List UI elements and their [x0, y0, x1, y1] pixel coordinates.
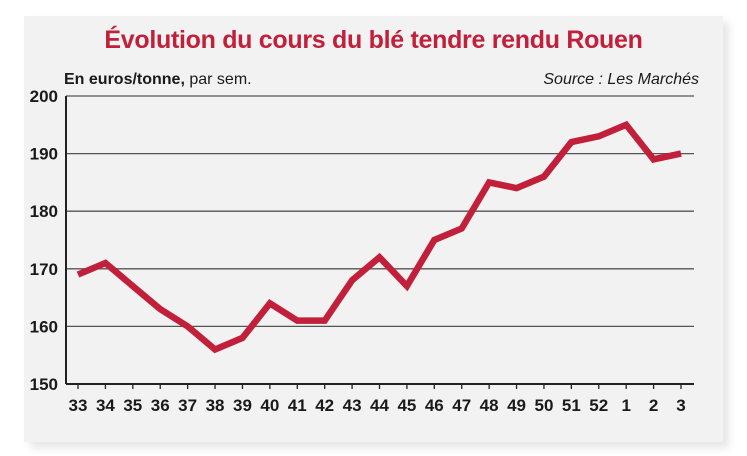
x-tick-label-41: 41: [288, 396, 307, 415]
y-axis-unit-label: En euros/tonne, par sem.: [64, 71, 252, 89]
x-tick-label-38: 38: [206, 396, 225, 415]
y-tick-label-160: 160: [30, 317, 58, 336]
x-tick-label-2: 2: [649, 396, 658, 415]
x-tick-label-3: 3: [676, 396, 685, 415]
x-tick-label-49: 49: [507, 396, 526, 415]
x-tick-label-1: 1: [621, 396, 630, 415]
x-tick-label-46: 46: [425, 396, 444, 415]
x-tick-label-42: 42: [315, 396, 334, 415]
y-axis-label-suffix: par sem.: [189, 71, 252, 88]
chart-title: Évolution du cours du blé tendre rendu R…: [104, 26, 643, 54]
y-tick-label-180: 180: [30, 202, 58, 221]
series: [76, 120, 682, 354]
y-tick-label-190: 190: [30, 145, 58, 164]
x-tick-label-44: 44: [370, 396, 389, 415]
x-tick-label-40: 40: [260, 396, 279, 415]
x-tick-label-39: 39: [233, 396, 252, 415]
x-tick-label-48: 48: [480, 396, 499, 415]
y-tick-labels: 150 160 170 180 190 200: [30, 87, 58, 394]
y-tick-label-170: 170: [30, 260, 58, 279]
chart-panel: [24, 16, 723, 442]
y-axis-label: En euros/tonne,: [64, 71, 185, 88]
x-tick-label-43: 43: [343, 396, 362, 415]
x-tick-label-37: 37: [178, 396, 197, 415]
gridlines: [66, 95, 694, 328]
x-tick-label-34: 34: [96, 396, 115, 415]
x-tick-label-36: 36: [151, 396, 170, 415]
x-tick-label-50: 50: [534, 396, 553, 415]
x-tick-label-33: 33: [69, 396, 88, 415]
x-tick-label-45: 45: [397, 396, 416, 415]
x-tick-label-52: 52: [589, 396, 608, 415]
x-tick-label-51: 51: [562, 396, 581, 415]
x-tick-label-35: 35: [123, 396, 142, 415]
series-line-0: [76, 120, 682, 354]
y-tick-label-150: 150: [30, 375, 58, 394]
x-tick-label-47: 47: [452, 396, 471, 415]
y-tick-label-200: 200: [30, 87, 58, 106]
axes: [65, 96, 694, 389]
chart-source: Source : Les Marchés: [543, 71, 699, 88]
x-tick-labels: 33 34 35 36 37 38 39 40 41 42 43 44 45 46 47 48 49 50 51 52…: [69, 396, 686, 415]
